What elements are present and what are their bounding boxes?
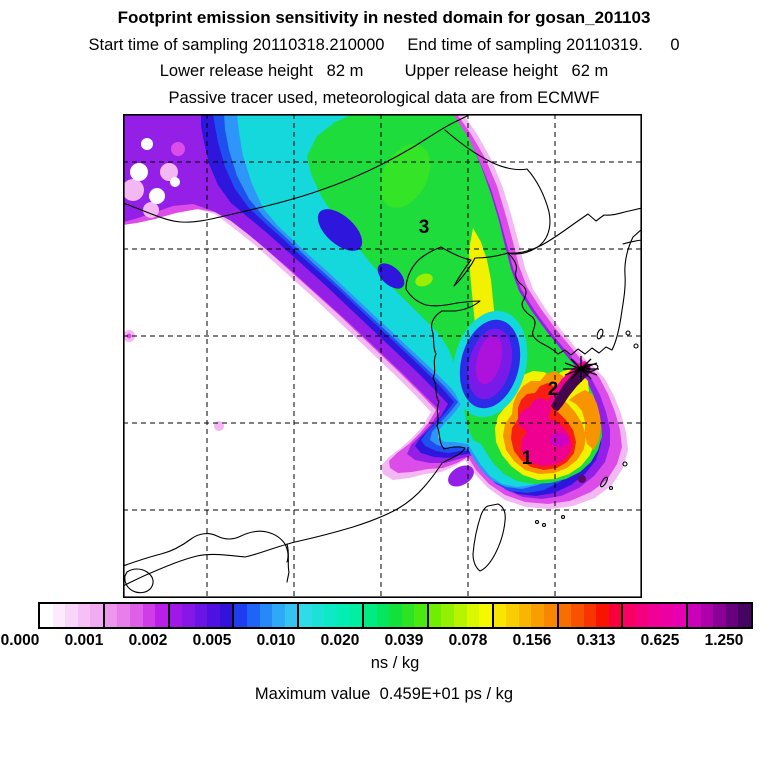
colorbar-tick: 0.002: [128, 632, 168, 649]
coast-japan-edge: [622, 239, 642, 245]
colorbar-segment: [297, 604, 363, 627]
colorbar-segment: [621, 604, 687, 627]
region-label-2: 2: [547, 379, 559, 400]
latlon-grid: [123, 114, 642, 598]
footprint-map: [123, 114, 642, 598]
colorbar-tick: 0.020: [320, 632, 360, 649]
colorbar-tick: 0.156: [512, 632, 552, 649]
colorbar-segment: [491, 604, 557, 627]
colorbar-tick: 0.313: [576, 632, 616, 649]
island-tsushima: [596, 328, 604, 340]
colorbar-tick: 1.250: [704, 632, 744, 649]
colorbar-tick: 0.625: [640, 632, 680, 649]
island-hainan: [124, 568, 154, 594]
colorbar-segment: [686, 604, 751, 627]
release-height-line: Lower release height 82 m Upper release …: [159, 62, 609, 80]
plume-deepblue-patch-1: [317, 209, 363, 251]
colorbar-tick: 0.000: [0, 632, 40, 649]
coast-north-china-border: [123, 114, 472, 223]
plume-dark-spot: [578, 475, 586, 483]
colorbar-segment: [232, 604, 298, 627]
plume-level-313: [518, 398, 572, 466]
colorbar-segment: [102, 604, 168, 627]
sampling-time-line: Start time of sampling 20110318.210000 E…: [88, 36, 680, 54]
coast-japan-sea: [507, 207, 642, 254]
colorbar-units-label: ns / kg: [370, 654, 420, 672]
colorbar-segment: [167, 604, 233, 627]
colorbar-segment: [362, 604, 427, 627]
colorbar-tick: 0.078: [448, 632, 488, 649]
island-dot-3: [608, 485, 614, 491]
colorbar-tick: 0.010: [256, 632, 296, 649]
plume-level-078-east: [569, 390, 601, 450]
colorbar-tick: 0.001: [64, 632, 104, 649]
source-marker: [563, 356, 599, 382]
coast-bohai-china: [123, 246, 509, 587]
colorbar-tick: 0.039: [384, 632, 424, 649]
colorbar: [38, 602, 753, 629]
island-dot-1: [625, 330, 631, 336]
figure-title: Footprint emission sensitivity in nested…: [117, 8, 651, 27]
plume-yellowgreen-spot: [415, 273, 433, 287]
map-border: [123, 114, 642, 598]
plume-deepblue-patch-2: [377, 263, 405, 289]
region-label-3: 3: [418, 217, 430, 238]
border-south-china: [123, 530, 289, 567]
coast-korea: [507, 228, 642, 356]
island-okinawa: [600, 476, 608, 488]
island-dot-4: [534, 519, 540, 525]
island-dot-6: [560, 514, 566, 520]
island-taiwan: [472, 503, 506, 572]
island-dot-7: [622, 461, 628, 467]
tracer-line: Passive tracer used, meteorological data…: [168, 89, 600, 107]
island-dot-5: [541, 522, 547, 528]
plume-green-core: [379, 144, 431, 208]
plume-violet-anomaly: [452, 310, 528, 418]
island-dot-2: [633, 343, 639, 349]
region-label-1: 1: [521, 448, 533, 469]
colorbar-segment: [556, 604, 622, 627]
plume-fringe-blotches: [123, 138, 474, 487]
colorbar-segment: [40, 604, 103, 627]
coastlines: [123, 114, 642, 594]
plume-dark-streak: [551, 364, 590, 411]
plume-level-625-spot: [550, 433, 568, 447]
map-panel: 3 2 1: [123, 114, 642, 598]
colorbar-segment: [426, 604, 492, 627]
maximum-value-label: Maximum value 0.459E+01 ps / kg: [254, 685, 514, 703]
colorbar-tick: 0.005: [192, 632, 232, 649]
plume-layers: [123, 114, 628, 509]
river-pearl: [286, 543, 290, 583]
